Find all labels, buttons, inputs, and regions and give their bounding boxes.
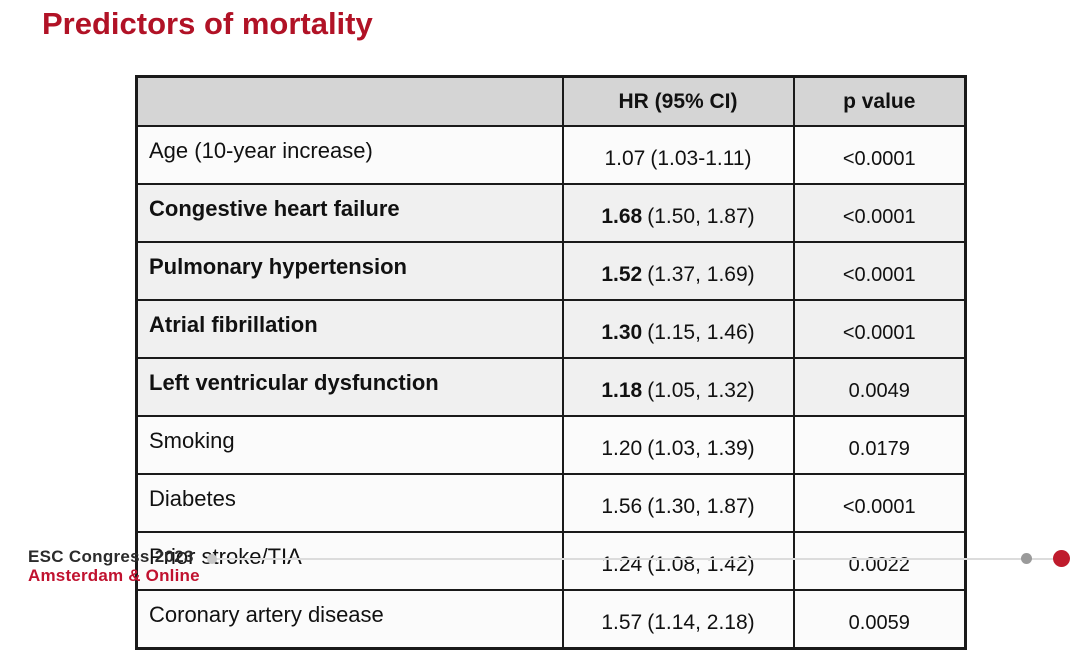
predictors-table-container: HR (95% CI) p value Age (10-year increas… [135,75,967,650]
hr-value: 1.68 (1.50, 1.87) [561,183,795,243]
hr-value: 1.18 (1.05, 1.32) [561,357,795,417]
predictor-label: Age (10-year increase) [135,125,564,185]
hr-number: 1.24 [601,553,643,576]
p-value: 0.0022 [792,531,967,591]
p-value: 0.0179 [792,415,967,475]
hr-number: 1.18 [601,379,643,402]
table-row: Coronary artery disease 1.57 (1.14, 2.18)… [135,589,967,650]
hr-confidence-interval: (1.30, 1.87) [647,495,755,518]
table-row: Smoking 1.20 (1.03, 1.39) 0.0179 [135,415,967,475]
timeline-progress-dot [1021,553,1032,564]
congress-location: Amsterdam & Online [28,566,200,585]
hr-confidence-interval: (1.05, 1.32) [647,379,755,402]
table-row: Congestive heart failure 1.68 (1.50, 1.87… [135,183,967,243]
hr-value: 1.56 (1.30, 1.87) [561,473,795,533]
hr-value: 1.52 (1.37, 1.69) [561,241,795,301]
header-row: HR (95% CI) p value [135,75,967,127]
header-cell-empty [135,75,564,127]
hr-value: 1.57 (1.14, 2.18) [561,589,795,650]
predictor-label: Smoking [135,415,564,475]
hr-confidence-interval: (1.03, 1.39) [647,437,755,460]
predictor-label: Diabetes [135,473,564,533]
hr-number: 1.52 [601,263,643,286]
slide-title: Predictors of mortality [42,6,373,41]
table-row: Atrial fibrillation 1.30 (1.15, 1.46) <0.… [135,299,967,359]
predictor-label: Left ventricular dysfunction [135,357,564,417]
hr-value: 1.07 (1.03-1.11) [561,125,795,185]
p-value: <0.0001 [792,125,967,185]
p-value: <0.0001 [792,241,967,301]
p-value: <0.0001 [792,183,967,243]
hr-number: 1.57 [601,611,643,634]
table-row: Age (10-year increase) 1.07 (1.03-1.11) <… [135,125,967,185]
progress-timeline [212,558,1062,560]
timeline-start-dot [207,554,217,564]
hr-confidence-interval: (1.50, 1.87) [647,205,755,228]
hr-number: 1.30 [601,321,643,344]
table-row: Prior stroke/TIA 1.24 (1.08, 1.42) 0.0022 [135,531,967,591]
hr-confidence-interval: (1.14, 2.18) [647,611,755,634]
predictor-label: Congestive heart failure [135,183,564,243]
timeline-current-dot [1053,550,1070,567]
hr-confidence-interval: (1.08, 1.42) [647,553,755,576]
predictor-label: Prior stroke/TIA [135,531,564,591]
hr-number: 1.20 [601,437,643,460]
table-row: Left ventricular dysfunction 1.18 (1.05, … [135,357,967,417]
hr-confidence-interval: (1.37, 1.69) [647,263,755,286]
p-value: 0.0049 [792,357,967,417]
presentation-slide: Predictors of mortality HR (95% CI) p va… [28,6,1070,650]
hr-number: 1.07 [604,147,646,170]
hr-confidence-interval: (1.03-1.11) [650,147,752,170]
p-value: <0.0001 [792,299,967,359]
hr-confidence-interval: (1.15, 1.46) [647,321,755,344]
header-cell-hr: HR (95% CI) [561,75,795,127]
table-row: Pulmonary hypertension 1.52 (1.37, 1.69) … [135,241,967,301]
hr-value: 1.30 (1.15, 1.46) [561,299,795,359]
header-cell-pvalue: p value [792,75,967,127]
congress-name: ESC Congress 2023 [28,547,194,566]
hr-value: 1.24 (1.08, 1.42) [561,531,795,591]
p-value: <0.0001 [792,473,967,533]
hr-value: 1.20 (1.03, 1.39) [561,415,795,475]
table-header: HR (95% CI) p value [135,75,967,127]
predictor-label: Atrial fibrillation [135,299,564,359]
predictor-label: Coronary artery disease [135,589,564,650]
predictors-table: HR (95% CI) p value Age (10-year increas… [135,75,967,650]
table-body: Age (10-year increase) 1.07 (1.03-1.11) <… [135,125,967,650]
p-value: 0.0059 [792,589,967,650]
hr-number: 1.68 [601,205,643,228]
predictor-label: Pulmonary hypertension [135,241,564,301]
table-row: Diabetes 1.56 (1.30, 1.87) <0.0001 [135,473,967,533]
hr-number: 1.56 [601,495,643,518]
